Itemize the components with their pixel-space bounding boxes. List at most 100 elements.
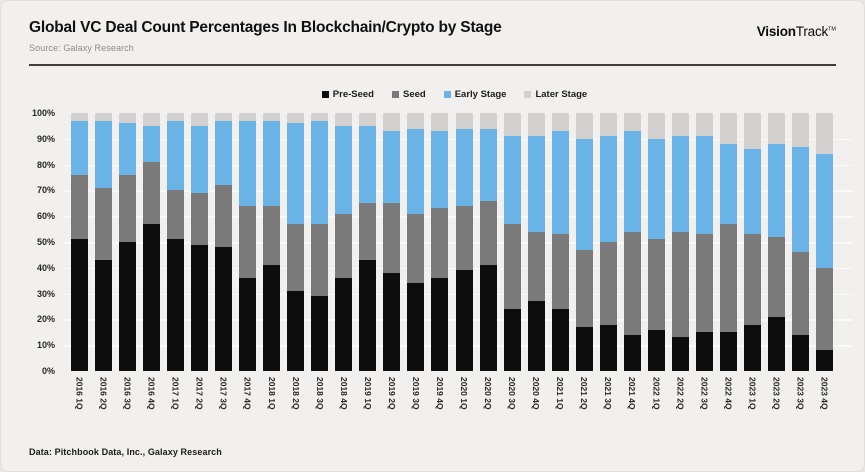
- segment-later-stage: [287, 113, 305, 124]
- segment-pre-seed: [479, 265, 497, 371]
- legend-item-seed: Seed: [391, 89, 426, 100]
- legend-label-seed: Seed: [402, 89, 426, 100]
- segment-later-stage: [407, 113, 425, 129]
- segment-early-stage: [695, 136, 713, 235]
- x-tick-cell-2023-2q: 2023 2Q: [768, 377, 785, 431]
- y-tick-80: 80%: [36, 159, 55, 170]
- segment-seed: [551, 234, 569, 310]
- stacked-bar-2017-2q: [191, 113, 209, 371]
- source-label: Source: Galaxy Research: [29, 43, 134, 53]
- stacked-bar-2022-3q: [695, 113, 713, 371]
- stacked-bar-2019-3q: [407, 113, 425, 371]
- segment-pre-seed: [119, 242, 137, 371]
- segment-seed: [719, 223, 737, 333]
- legend-swatch-seed: [391, 91, 399, 98]
- x-tick-label-2020-2q: 2020 2Q: [483, 377, 494, 410]
- x-tick-cell-2020-4q: 2020 4Q: [528, 377, 545, 431]
- stacked-bar-2017-4q: [239, 113, 257, 371]
- x-tick-label-2018-4q: 2018 4Q: [338, 377, 349, 410]
- stacked-bar-2016-1q: [71, 113, 88, 371]
- segment-early-stage: [551, 131, 569, 235]
- segment-seed: [383, 203, 401, 273]
- stacked-bar-2019-1q: [359, 113, 377, 371]
- segment-later-stage: [671, 113, 689, 137]
- segment-pre-seed: [311, 296, 329, 371]
- stacked-bar-2023-3q: [791, 113, 809, 371]
- y-tick-100: 100%: [31, 108, 55, 118]
- segment-later-stage: [479, 113, 497, 129]
- stacked-bar-2020-2q: [479, 113, 497, 371]
- stacked-bar-2016-3q: [119, 113, 137, 371]
- stacked-bar-2022-1q: [647, 113, 665, 371]
- x-tick-label-2017-1q: 2017 1Q: [170, 377, 181, 410]
- legend-label-early-stage: Early Stage: [454, 89, 507, 100]
- x-tick-cell-2021-3q: 2021 3Q: [600, 377, 617, 431]
- x-tick-cell-2023-4q: 2023 4Q: [816, 377, 833, 431]
- y-tick-40: 40%: [36, 262, 55, 273]
- segment-seed: [407, 213, 425, 284]
- x-tick-label-2018-1q: 2018 1Q: [266, 377, 277, 410]
- x-tick-cell-2022-3q: 2022 3Q: [696, 377, 713, 431]
- segment-pre-seed: [455, 270, 473, 371]
- segment-pre-seed: [407, 283, 425, 371]
- x-tick-label-2021-3q: 2021 3Q: [603, 377, 614, 410]
- legend-swatch-early-stage: [443, 91, 451, 98]
- x-tick-label-2023-1q: 2023 1Q: [747, 377, 758, 410]
- segment-seed: [503, 223, 521, 310]
- stacked-bar-2021-3q: [599, 113, 617, 371]
- x-tick-label-2023-2q: 2023 2Q: [771, 377, 782, 410]
- x-tick-label-2019-4q: 2019 4Q: [434, 377, 445, 410]
- x-tick-cell-2016-3q: 2016 3Q: [119, 377, 136, 431]
- stacked-bar-2022-2q: [671, 113, 689, 371]
- segment-early-stage: [143, 125, 161, 163]
- segment-early-stage: [95, 120, 113, 188]
- chart-title: Global VC Deal Count Percentages In Bloc…: [29, 19, 502, 36]
- bars-container: [71, 113, 833, 371]
- segment-early-stage: [815, 154, 833, 268]
- segment-later-stage: [143, 113, 161, 126]
- segment-later-stage: [647, 113, 665, 139]
- segment-later-stage: [167, 113, 185, 121]
- segment-early-stage: [719, 143, 737, 224]
- segment-seed: [71, 174, 88, 240]
- data-credit: Data: Pitchbook Data, Inc., Galaxy Resea…: [29, 447, 222, 457]
- segment-pre-seed: [287, 291, 305, 371]
- segment-early-stage: [791, 146, 809, 253]
- segment-later-stage: [215, 113, 233, 121]
- segment-later-stage: [359, 113, 377, 126]
- segment-later-stage: [335, 113, 353, 126]
- x-tick-label-2017-4q: 2017 4Q: [242, 377, 253, 410]
- segment-later-stage: [551, 113, 569, 132]
- stacked-bar-2017-3q: [215, 113, 233, 371]
- x-tick-cell-2019-3q: 2019 3Q: [407, 377, 424, 431]
- segment-pre-seed: [95, 260, 113, 371]
- segment-early-stage: [311, 120, 329, 224]
- legend-label-later-stage: Later Stage: [535, 89, 588, 100]
- segment-seed: [599, 242, 617, 325]
- x-tick-label-2018-2q: 2018 2Q: [290, 377, 301, 410]
- segment-early-stage: [623, 131, 641, 232]
- segment-seed: [167, 190, 185, 240]
- segment-early-stage: [503, 136, 521, 224]
- segment-pre-seed: [791, 334, 809, 371]
- x-tick-label-2020-1q: 2020 1Q: [459, 377, 469, 410]
- segment-pre-seed: [215, 247, 233, 371]
- y-axis: 0% 10% 20% 30% 40% 50% 60% 70% 80% 90% 100%: [1, 108, 55, 376]
- segment-pre-seed: [359, 260, 377, 371]
- segment-seed: [743, 234, 761, 325]
- brand-regular-text: Track: [795, 24, 829, 39]
- segment-pre-seed: [719, 332, 737, 371]
- stacked-bar-2021-1q: [551, 113, 569, 371]
- trademark-symbol: TM: [828, 26, 836, 33]
- segment-seed: [215, 185, 233, 248]
- segment-pre-seed: [191, 244, 209, 371]
- legend-label-pre-seed: Pre-Seed: [332, 89, 374, 100]
- segment-later-stage: [815, 113, 833, 155]
- plot-area: [63, 113, 853, 371]
- segment-pre-seed: [503, 309, 521, 371]
- segment-early-stage: [407, 128, 425, 214]
- segment-later-stage: [191, 113, 209, 126]
- header-divider: [29, 64, 836, 66]
- stacked-bar-2023-4q: [815, 113, 833, 371]
- segment-later-stage: [503, 113, 521, 137]
